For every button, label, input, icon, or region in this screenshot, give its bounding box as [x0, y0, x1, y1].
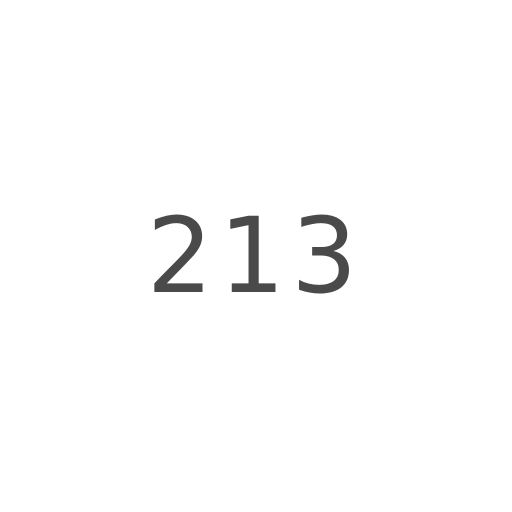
- number-label: 213: [146, 195, 364, 317]
- number-canvas: 213: [146, 195, 364, 317]
